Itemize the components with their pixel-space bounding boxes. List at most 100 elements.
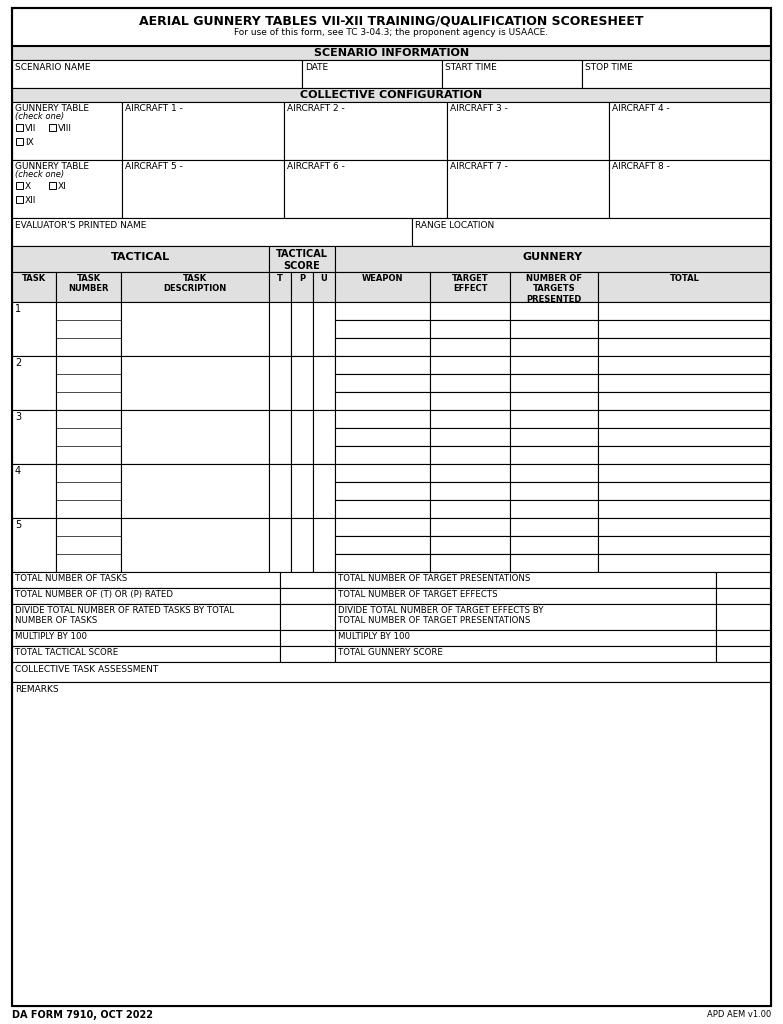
- Bar: [335, 554, 430, 572]
- Bar: [12, 160, 122, 218]
- Bar: [56, 464, 121, 518]
- Bar: [446, 102, 608, 160]
- Text: 1: 1: [15, 304, 21, 314]
- Text: AIRCRAFT 7 -: AIRCRAFT 7 -: [449, 162, 507, 171]
- Bar: [291, 464, 313, 518]
- Bar: [335, 428, 430, 446]
- Bar: [430, 482, 510, 500]
- Bar: [12, 630, 280, 646]
- Text: APD AEM v1.00: APD AEM v1.00: [707, 1010, 771, 1019]
- Text: GUNNERY: GUNNERY: [523, 252, 583, 262]
- Bar: [598, 428, 771, 446]
- Bar: [313, 464, 335, 518]
- Bar: [291, 272, 313, 302]
- Text: XII: XII: [25, 196, 36, 205]
- Bar: [716, 646, 771, 662]
- Text: REMARKS: REMARKS: [15, 685, 59, 694]
- Bar: [430, 536, 510, 554]
- Text: MULTIPLY BY 100: MULTIPLY BY 100: [338, 632, 410, 641]
- Bar: [598, 518, 771, 536]
- Bar: [302, 60, 442, 88]
- Text: P: P: [299, 274, 305, 283]
- Bar: [269, 518, 291, 572]
- Bar: [12, 102, 122, 160]
- Bar: [598, 410, 771, 428]
- Text: START TIME: START TIME: [445, 63, 496, 72]
- Text: X: X: [25, 182, 31, 191]
- Bar: [335, 356, 430, 374]
- Bar: [430, 500, 510, 518]
- Bar: [122, 102, 284, 160]
- Bar: [269, 356, 291, 410]
- Text: SCENARIO INFORMATION: SCENARIO INFORMATION: [314, 48, 469, 58]
- Bar: [510, 392, 598, 410]
- Text: IX: IX: [25, 138, 34, 147]
- Bar: [49, 124, 56, 131]
- Bar: [16, 196, 23, 203]
- Bar: [56, 356, 121, 410]
- Bar: [291, 518, 313, 572]
- Bar: [12, 46, 771, 60]
- Bar: [510, 464, 598, 482]
- Bar: [510, 500, 598, 518]
- Bar: [16, 124, 23, 131]
- Bar: [430, 338, 510, 356]
- Bar: [12, 218, 412, 246]
- Bar: [430, 410, 510, 428]
- Bar: [430, 302, 510, 319]
- Text: TACTICAL
SCORE: TACTICAL SCORE: [276, 249, 328, 270]
- Bar: [280, 630, 335, 646]
- Text: 4: 4: [15, 466, 21, 476]
- Bar: [12, 272, 56, 302]
- Text: (check one): (check one): [15, 112, 64, 121]
- Bar: [56, 518, 121, 572]
- Bar: [510, 374, 598, 392]
- Bar: [12, 662, 771, 682]
- Text: DIVIDE TOTAL NUMBER OF TARGET EFFECTS BY
TOTAL NUMBER OF TARGET PRESENTATIONS: DIVIDE TOTAL NUMBER OF TARGET EFFECTS BY…: [338, 606, 543, 626]
- Bar: [313, 410, 335, 464]
- Bar: [598, 482, 771, 500]
- Bar: [510, 272, 598, 302]
- Bar: [716, 630, 771, 646]
- Bar: [280, 588, 335, 604]
- Bar: [16, 138, 23, 145]
- Bar: [313, 272, 335, 302]
- Bar: [598, 464, 771, 482]
- Bar: [121, 410, 269, 464]
- Bar: [716, 604, 771, 630]
- Bar: [430, 446, 510, 464]
- Text: U: U: [320, 274, 327, 283]
- Bar: [335, 464, 430, 482]
- Text: 3: 3: [15, 412, 21, 422]
- Bar: [430, 554, 510, 572]
- Bar: [122, 160, 284, 218]
- Bar: [430, 319, 510, 338]
- Bar: [12, 588, 280, 604]
- Text: TOTAL GUNNERY SCORE: TOTAL GUNNERY SCORE: [338, 648, 443, 657]
- Bar: [335, 410, 430, 428]
- Bar: [598, 302, 771, 319]
- Text: TACTICAL: TACTICAL: [111, 252, 170, 262]
- Text: DIVIDE TOTAL NUMBER OF RATED TASKS BY TOTAL
NUMBER OF TASKS: DIVIDE TOTAL NUMBER OF RATED TASKS BY TO…: [15, 606, 234, 626]
- Bar: [291, 356, 313, 410]
- Text: TOTAL NUMBER OF TARGET PRESENTATIONS: TOTAL NUMBER OF TARGET PRESENTATIONS: [338, 574, 530, 583]
- Bar: [12, 518, 56, 572]
- Text: XI: XI: [58, 182, 67, 191]
- Text: TOTAL NUMBER OF TASKS: TOTAL NUMBER OF TASKS: [15, 574, 128, 583]
- Text: GUNNERY TABLE: GUNNERY TABLE: [15, 104, 89, 113]
- Bar: [598, 272, 771, 302]
- Bar: [335, 272, 430, 302]
- Text: 2: 2: [15, 358, 21, 368]
- Text: RANGE LOCATION: RANGE LOCATION: [415, 221, 494, 230]
- Bar: [598, 338, 771, 356]
- Bar: [582, 60, 771, 88]
- Bar: [313, 518, 335, 572]
- Bar: [49, 182, 56, 189]
- Bar: [16, 182, 23, 189]
- Text: TOTAL NUMBER OF (T) OR (P) RATED: TOTAL NUMBER OF (T) OR (P) RATED: [15, 590, 173, 599]
- Bar: [12, 356, 56, 410]
- Text: TOTAL TACTICAL SCORE: TOTAL TACTICAL SCORE: [15, 648, 118, 657]
- Bar: [335, 338, 430, 356]
- Text: TARGET
EFFECT: TARGET EFFECT: [452, 274, 489, 294]
- Bar: [598, 374, 771, 392]
